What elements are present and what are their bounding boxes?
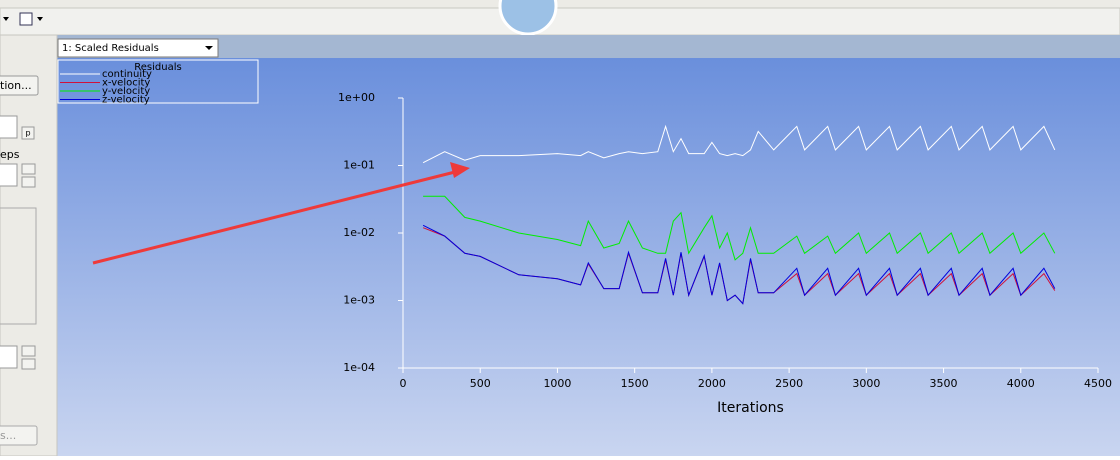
x-tick-label: 4500 <box>1084 377 1112 390</box>
annotation-arrowhead <box>450 162 470 178</box>
label: eps <box>0 148 20 161</box>
legend-box <box>57 59 259 104</box>
legend-label: z-velocity <box>102 95 150 106</box>
dropdown[interactable] <box>57 38 219 58</box>
tool-icon[interactable] <box>19 12 33 26</box>
y-tick-label: 1e-02 <box>343 226 375 239</box>
x-tick-label: 1500 <box>621 377 649 390</box>
x-tick-label: 3500 <box>930 377 958 390</box>
spin-up[interactable] <box>21 163 36 175</box>
x-tick-label: 0 <box>400 377 407 390</box>
plot-background <box>57 58 1120 456</box>
spin-down[interactable] <box>21 358 36 370</box>
annotation-arrow <box>92 170 456 265</box>
input[interactable] <box>0 115 18 139</box>
tool-arrows[interactable] <box>3 17 43 21</box>
small-button-text: p <box>25 129 30 138</box>
y-tick-label: 1e+00 <box>338 91 375 104</box>
button[interactable] <box>0 75 39 96</box>
logo <box>498 0 558 36</box>
x-tick-label: 500 <box>470 377 491 390</box>
y-tick-label: 1e-04 <box>343 361 375 374</box>
legend-label: continuity <box>102 69 152 80</box>
input[interactable] <box>0 345 18 369</box>
x-axis-label: Iterations <box>717 400 784 416</box>
dropdown-arrow <box>205 46 213 50</box>
plot: 1e-04 1e-03 1e-02 1e-01 1e+00 0 500 1000 1500 200… <box>60 69 1112 416</box>
toolbar <box>0 7 1120 36</box>
button[interactable] <box>0 425 38 446</box>
x-tick-label: 2500 <box>775 377 803 390</box>
dropdown-text: 1: Scaled Residuals <box>62 43 159 54</box>
series-line <box>422 124 1056 164</box>
y-tick-label: 1e-01 <box>343 159 375 172</box>
input[interactable] <box>0 163 18 187</box>
group-box <box>0 207 37 325</box>
legend-title: Residuals <box>134 62 181 73</box>
x-tick-label: 1000 <box>543 377 571 390</box>
legend-label: y-velocity <box>102 86 150 97</box>
small-button[interactable] <box>21 126 35 140</box>
spin-down[interactable] <box>21 176 36 188</box>
legend-label: x-velocity <box>102 78 150 89</box>
x-tick-label: 2000 <box>698 377 726 390</box>
series-line <box>423 195 1056 261</box>
y-tick-label: 1e-03 <box>343 294 375 307</box>
x-tick-label: 3000 <box>852 377 880 390</box>
series-line <box>422 224 1056 305</box>
spin-up[interactable] <box>21 345 36 357</box>
button-text: tion... <box>0 79 32 92</box>
side-panel <box>0 34 58 457</box>
graph-toolbar <box>57 35 1120 58</box>
button-text: s... <box>0 429 16 442</box>
x-tick-label: 4000 <box>1007 377 1035 390</box>
